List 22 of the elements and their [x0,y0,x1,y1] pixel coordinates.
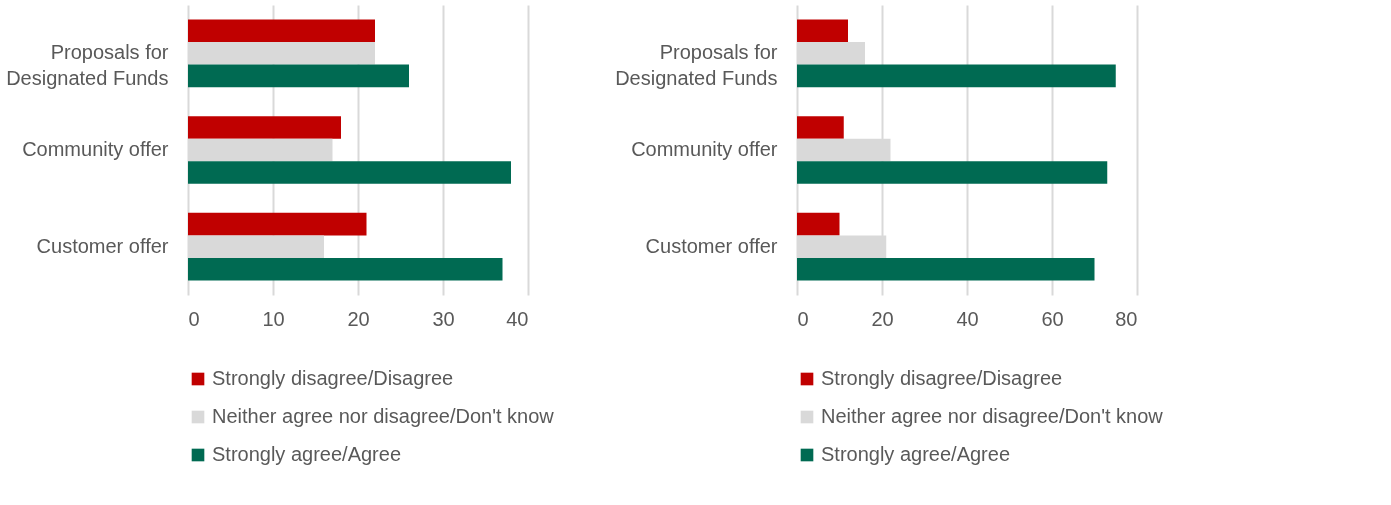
y-tick-label: Customer offer [36,234,169,257]
x-tick-label: 0 [188,307,200,330]
x-tick-label: 20 [871,307,894,330]
y-tick-label: Proposals for Designated Funds [6,41,169,90]
x-tick-label: 30 [432,307,455,330]
y-tick-label: Customer offer [645,234,778,257]
x-tick-label: 40 [506,307,529,330]
legend-label: Strongly disagree/Disagree [821,367,1063,389]
y-tick-label: Proposals for Designated Funds [615,41,778,90]
x-tick-label: 10 [262,307,285,330]
legend-label: Neither agree nor disagree/Don't know [212,405,555,427]
x-tick-label: 80 [1115,307,1138,330]
y-tick-label: Community offer [631,138,778,160]
y-tick-label: Community offer [22,138,169,160]
legend-label: Neither agree nor disagree/Don't know [821,405,1164,427]
legend-label: Strongly agree/Agree [821,443,1011,465]
x-tick-label: 60 [1041,307,1064,330]
legend-label: Strongly disagree/Disagree [212,367,454,389]
x-tick-label: 0 [797,307,809,330]
legend-label: Strongly agree/Agree [212,443,402,465]
x-tick-label: 20 [347,307,370,330]
x-tick-label: 40 [956,307,979,330]
